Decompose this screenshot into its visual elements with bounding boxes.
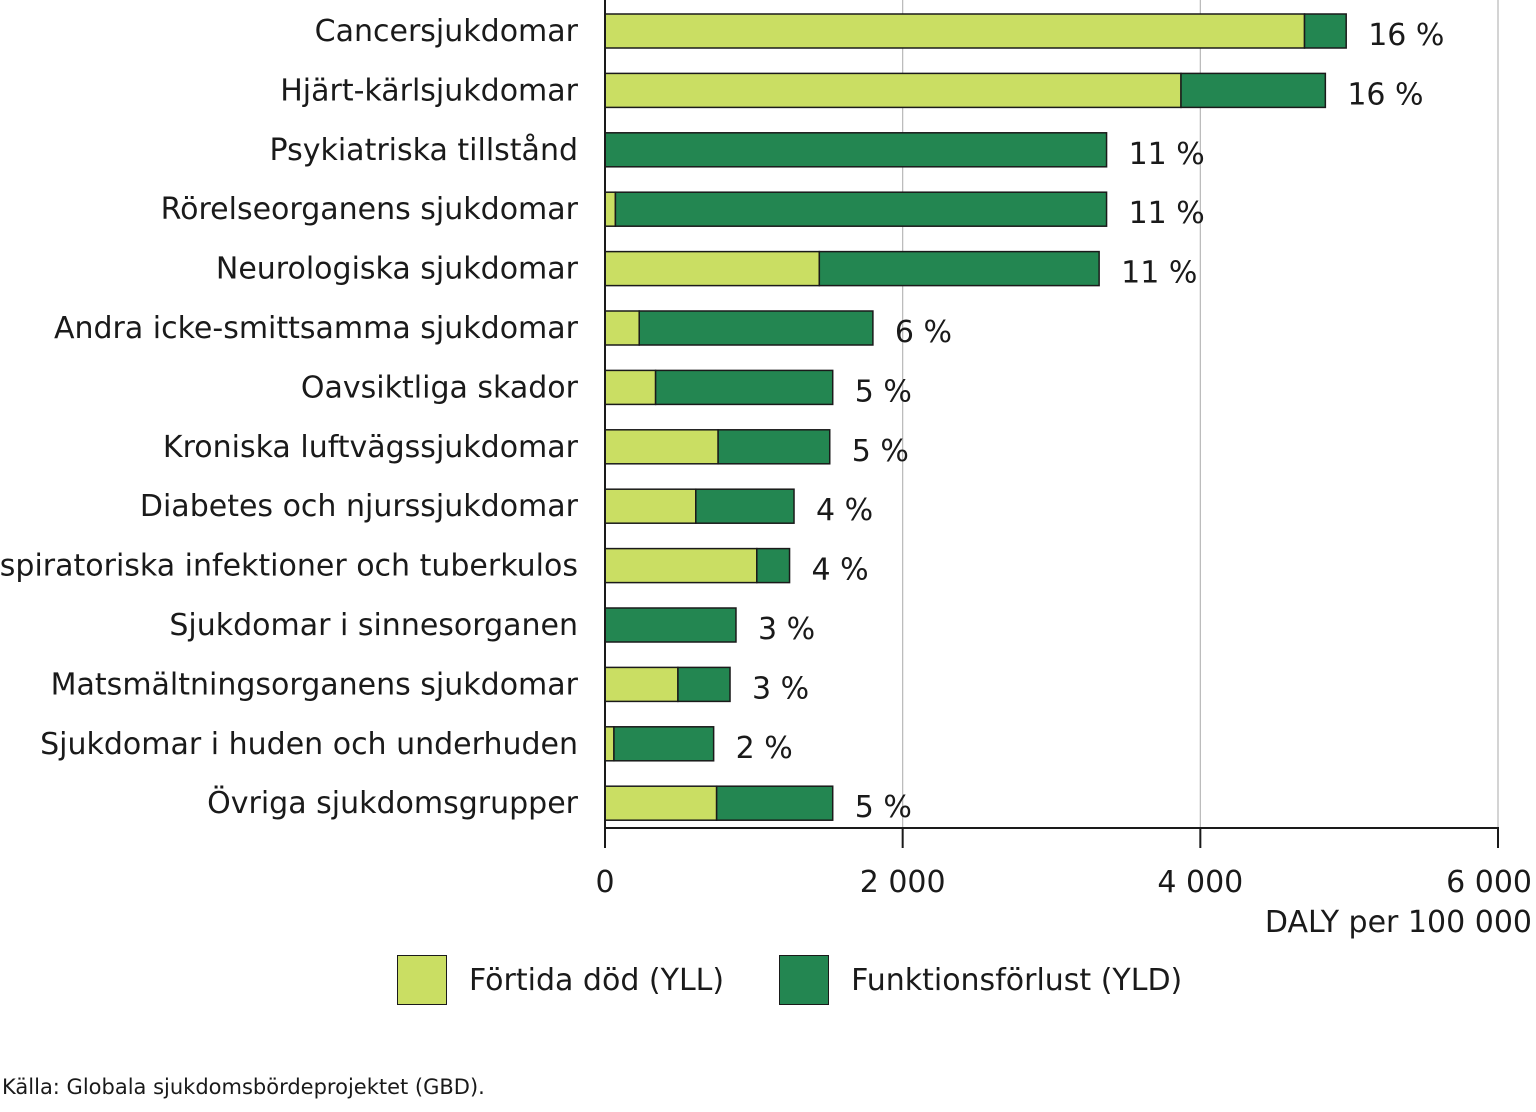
bar-segment-yld-13: [715, 785, 834, 821]
category-label: Matsmältningsorganens sjukdomar: [51, 667, 579, 702]
percent-label: 5 %: [855, 790, 912, 825]
gridlines: [902, 0, 1499, 828]
bar-segment-yll-7: [604, 429, 719, 465]
category-label: Diabetes och njurssjukdomar: [140, 489, 579, 524]
category-label: Andra icke-smittsamma sjukdomar: [54, 311, 579, 346]
percent-label: 5 %: [852, 434, 909, 469]
category-label: Oavsiktliga skador: [301, 370, 579, 405]
x-axis: 0 2 000 4 000 6 000 DALY per 100 000: [595, 0, 1532, 940]
bar-segment-yll-3: [604, 191, 617, 227]
source-note: Källa: Globala sjukdomsbördeprojektet (G…: [2, 1075, 485, 1099]
stacked-bar-chart: Cancersjukdomar Hjärt-kärlsjukdomar Psykia…: [0, 0, 1532, 940]
bar-segment-yld-3: [614, 191, 1108, 227]
percent-label: 16 %: [1368, 18, 1444, 53]
percent-label: 5 %: [855, 374, 912, 409]
category-label: Hjärt-kärlsjukdomar: [280, 73, 578, 108]
category-label: Övriga sjukdomsgrupper: [207, 785, 579, 821]
bar-segment-yll-12: [604, 726, 615, 762]
category-label: Respiratoriska infektioner och tuberkulo…: [0, 549, 578, 584]
bar-segment-yld-12: [613, 726, 715, 762]
percent-label: 4 %: [812, 553, 869, 588]
x-tick-label: 0: [595, 865, 614, 900]
bar-segment-yld-5: [638, 310, 874, 346]
bar-segment-yll-9: [604, 547, 758, 584]
bar-segment-yll-0: [604, 13, 1306, 49]
bar-segment-yll-1: [604, 72, 1182, 109]
bar-segment-yll-11: [604, 666, 679, 703]
category-label: Kroniska luftvägssjukdomar: [163, 430, 579, 465]
percent-label: 3 %: [758, 612, 815, 647]
category-labels: Cancersjukdomar Hjärt-kärlsjukdomar Psykia…: [0, 14, 579, 821]
percent-label: 6 %: [895, 315, 952, 350]
category-label: Sjukdomar i huden och underhuden: [40, 727, 578, 762]
bar-segment-yld-11: [677, 666, 731, 703]
bar-segment-yld-1: [1180, 72, 1327, 109]
bar-segment-yld-10: [604, 607, 737, 643]
bar-segment-yld-7: [717, 429, 831, 465]
bar-segment-yll-6: [604, 369, 657, 406]
x-tick-label: 4 000: [1157, 865, 1243, 900]
category-label: Neurologiska sjukdomar: [216, 252, 579, 287]
percent-label: 3 %: [752, 671, 809, 706]
percent-label: 11 %: [1129, 196, 1205, 231]
legend-item-yld: Funktionsförlust (YLD): [779, 955, 1182, 1005]
bar-segment-yld-6: [654, 369, 834, 406]
category-label: Cancersjukdomar: [315, 14, 579, 49]
category-label: Rörelseorganens sjukdomar: [161, 192, 579, 227]
bars: [604, 13, 1347, 821]
bar-segment-yld-4: [818, 250, 1100, 287]
bar-segment-yll-5: [604, 310, 640, 346]
category-label: Sjukdomar i sinnesorganen: [169, 608, 578, 643]
x-tick-label: 6 000: [1446, 865, 1532, 900]
category-label: Psykiatriska tillstånd: [270, 133, 578, 168]
bar-segment-yll-8: [604, 488, 697, 524]
bar-segment-yld-9: [756, 547, 791, 584]
bar-segment-yld-0: [1303, 13, 1347, 49]
legend: Förtida död (YLL) Funktionsförlust (YLD): [397, 955, 1237, 1005]
percent-label: 2 %: [736, 731, 793, 766]
percent-labels: 16 % 16 % 11 % 11 % 11 % 6 % 5 % 5 % 4 % 4 % 3 % 3 …: [736, 18, 1445, 825]
bar-segment-yll-4: [604, 250, 821, 287]
legend-item-yll: Förtida död (YLL): [397, 955, 724, 1005]
percent-label: 11 %: [1129, 137, 1205, 172]
legend-label-yld: Funktionsförlust (YLD): [851, 962, 1183, 998]
x-tick-label: 2 000: [860, 865, 946, 900]
bar-segment-yld-8: [695, 488, 795, 524]
legend-swatch-yld: [779, 955, 830, 1005]
legend-label-yll: Förtida död (YLL): [469, 962, 725, 998]
percent-label: 16 %: [1347, 77, 1423, 112]
bar-segment-yld-2: [604, 132, 1108, 168]
x-axis-title: DALY per 100 000: [1265, 905, 1532, 940]
percent-label: 4 %: [816, 493, 873, 528]
legend-swatch-yll: [397, 955, 447, 1005]
bar-segment-yll-13: [604, 785, 718, 821]
percent-label: 11 %: [1121, 256, 1197, 291]
